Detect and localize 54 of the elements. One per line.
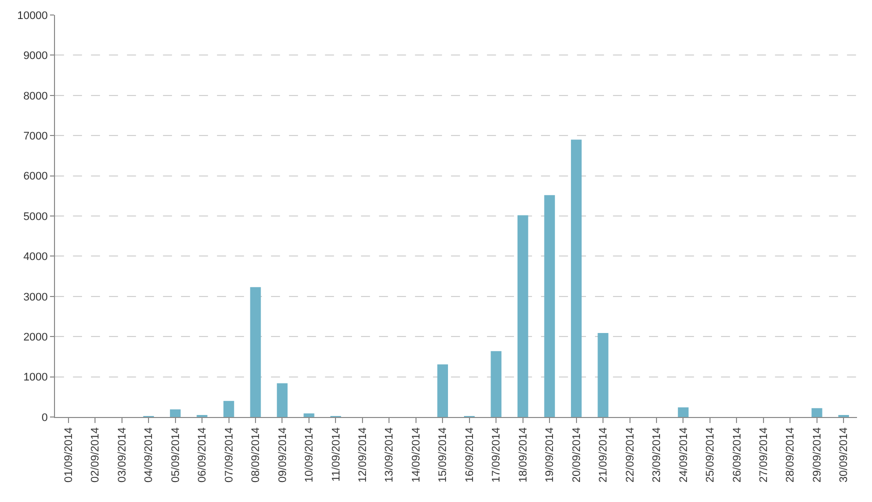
x-tick-label: 08/09/2014 — [250, 427, 262, 482]
x-tick-label: 10/09/2014 — [304, 427, 316, 482]
x-tick-label: 01/09/2014 — [62, 427, 75, 482]
bar — [598, 332, 608, 417]
bar — [490, 351, 502, 417]
bar — [812, 408, 822, 417]
x-tick-label: 26/09/2014 — [731, 427, 744, 482]
y-tick-label: 2000 — [23, 331, 48, 344]
bar — [304, 413, 314, 417]
y-tick-label: 1000 — [23, 372, 48, 384]
y-tick-label: 5000 — [23, 210, 48, 223]
x-tick-label: 28/09/2014 — [784, 427, 797, 482]
x-tick-label: 15/09/2014 — [437, 427, 450, 482]
x-tick-label: 23/09/2014 — [651, 427, 664, 482]
x-tick-label: 30/09/2014 — [838, 427, 850, 482]
x-tick-label: 02/09/2014 — [90, 427, 102, 482]
x-tick-label: 22/09/2014 — [624, 427, 636, 482]
bar — [276, 383, 288, 417]
y-tick-label: 7000 — [23, 130, 48, 142]
x-tick-label: 20/09/2014 — [570, 427, 583, 482]
y-tick-label: 4000 — [23, 251, 48, 264]
y-tick-label: 9000 — [23, 50, 48, 62]
x-tick-label: 18/09/2014 — [517, 427, 530, 482]
x-tick-label: 21/09/2014 — [598, 427, 610, 482]
x-tick-label: 29/09/2014 — [811, 427, 824, 482]
x-tick-label: 11/09/2014 — [330, 427, 342, 482]
y-tick-label: 0 — [42, 412, 48, 424]
x-tick-label: 06/09/2014 — [196, 427, 209, 482]
y-tick-label: 6000 — [23, 170, 48, 183]
x-tick-label: 25/09/2014 — [704, 427, 717, 482]
x-tick-label: 24/09/2014 — [678, 427, 690, 482]
bar — [544, 195, 555, 417]
bar — [250, 287, 261, 417]
bar — [678, 407, 689, 417]
x-tick-label: 27/09/2014 — [758, 427, 770, 482]
x-tick-label: 19/09/2014 — [544, 427, 556, 482]
y-tick-label: 3000 — [23, 291, 48, 304]
bar — [223, 400, 234, 417]
x-tick-label: 03/09/2014 — [116, 427, 128, 482]
x-tick-label: 13/09/2014 — [384, 427, 396, 482]
bar — [570, 140, 582, 417]
x-tick-label: 05/09/2014 — [170, 427, 182, 482]
x-tick-label: 16/09/2014 — [464, 427, 476, 482]
bar — [170, 409, 181, 417]
y-tick-label: 8000 — [23, 90, 48, 102]
bar — [437, 364, 448, 417]
x-tick-label: 12/09/2014 — [357, 427, 370, 482]
bar — [517, 215, 528, 417]
y-tick-label: 10000 — [17, 10, 48, 22]
x-tick-label: 04/09/2014 — [143, 427, 156, 482]
x-tick-label: 14/09/2014 — [410, 427, 422, 482]
x-tick-label: 07/09/2014 — [223, 427, 236, 482]
x-tick-label: 17/09/2014 — [490, 427, 503, 482]
x-tick-label: 09/09/2014 — [276, 427, 289, 482]
